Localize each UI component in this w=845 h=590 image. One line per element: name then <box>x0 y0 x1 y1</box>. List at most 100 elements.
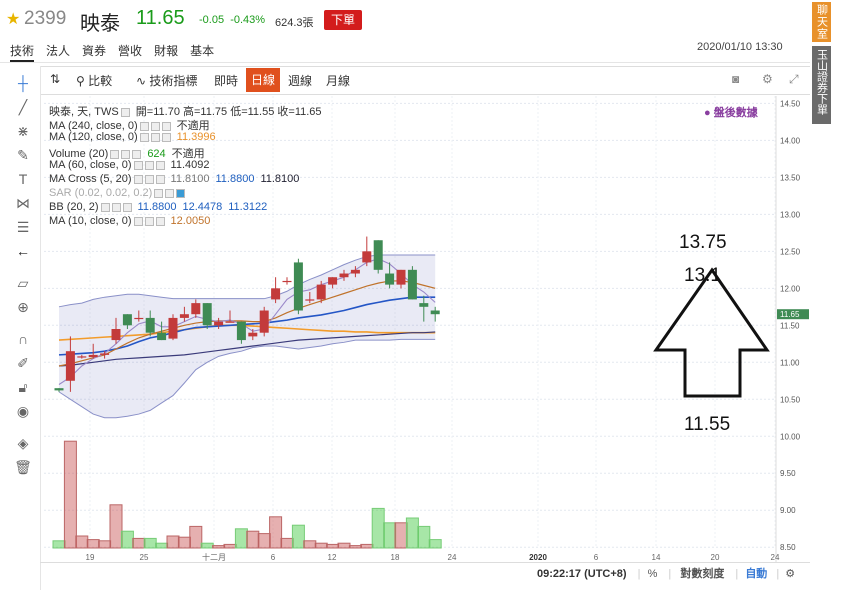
x-tick-label: 6 <box>594 553 599 562</box>
x-tick-label: 14 <box>652 553 661 562</box>
legend-ma240: MA (240, close, 0) 不適用 <box>49 120 210 132</box>
price-chart[interactable]: 14.50 14.00 13.50 13.00 12.50 12.00 11.50 11.00… <box>44 96 810 562</box>
layers-icon[interactable]: ◈ <box>17 435 29 451</box>
ruler-icon[interactable]: ▱ <box>17 275 29 291</box>
esun-order-button[interactable]: 玉山證券下單 <box>812 46 831 124</box>
volume-text: 624.3張 <box>275 17 314 29</box>
candle-body <box>168 317 178 339</box>
favorite-star-icon[interactable]: ★ <box>6 11 21 28</box>
y-tick-label: 9.50 <box>780 469 796 478</box>
zoom-in-icon[interactable]: ⊕ <box>17 299 29 315</box>
candle-body <box>350 269 360 274</box>
datetime: 2020/01/10 13:30 <box>697 41 783 53</box>
order-button[interactable]: 下單 <box>324 10 362 30</box>
candle-body <box>191 303 201 315</box>
settings-small-icon[interactable]: ⚙ <box>785 568 796 580</box>
crosshair-icon[interactable]: ┼ <box>18 75 28 91</box>
legend-volume: Volume (20) 624 不適用 <box>49 148 205 160</box>
auto-scale-toggle[interactable]: 自動 <box>745 568 768 580</box>
candle-body <box>157 332 167 341</box>
volume-bar <box>383 522 397 549</box>
tab-institutional[interactable]: 法人 <box>46 44 71 58</box>
pencil-lock-icon[interactable]: ✐ <box>17 355 29 371</box>
candle-body <box>328 277 338 285</box>
pattern-icon[interactable]: ⋈ <box>16 195 30 211</box>
tab-revenue[interactable]: 營收 <box>118 44 143 58</box>
bb-upper-line <box>58 254 436 308</box>
arrow-left-icon[interactable]: ← <box>16 243 30 259</box>
volume-bar <box>75 535 89 549</box>
fib-icon[interactable]: ⋇ <box>17 123 29 139</box>
volume-bar <box>98 540 112 549</box>
x-tick-label: 18 <box>391 553 400 562</box>
compare-button[interactable]: ⚲ 比較 <box>76 74 113 88</box>
chat-room-button[interactable]: 聊天室 <box>812 2 831 42</box>
y-tick-label: 13.00 <box>780 210 801 219</box>
ma120-line <box>58 324 436 341</box>
tab-technical[interactable]: 技術 <box>10 42 35 62</box>
y-axis: 14.50 14.00 13.50 13.00 12.50 12.00 11.50 11.00… <box>775 96 810 562</box>
stock-name: 映泰 <box>80 11 120 35</box>
volume-bar <box>371 507 385 549</box>
fullscreen-icon[interactable]: ⤢ <box>789 72 799 86</box>
lock-icon[interactable]: 🔓︎ <box>18 379 28 395</box>
candle-body <box>77 356 87 358</box>
candle-body <box>134 317 144 320</box>
volume-bar <box>337 542 351 549</box>
interval-month[interactable]: 月線 <box>326 74 351 88</box>
y-tick-label: 12.00 <box>780 284 801 293</box>
trash-icon[interactable]: 🗑︎ <box>14 459 32 475</box>
indicators-button[interactable]: ∿ 技術指標 <box>136 74 198 88</box>
y-tick-label: 12.50 <box>780 247 801 256</box>
last-price-tag-label: 11.65 <box>780 310 800 319</box>
bottom-bar: 09:22:17 (UTC+8) | % | 對數刻度 | 自動 | ⚙ <box>537 568 796 580</box>
candle-body <box>88 354 98 358</box>
candle-body <box>373 240 383 270</box>
tab-margin[interactable]: 資券 <box>82 44 107 58</box>
text-icon[interactable]: T <box>18 171 28 187</box>
interval-intraday[interactable]: 即時 <box>214 74 239 88</box>
candle-body <box>305 299 315 301</box>
candle-body <box>407 269 417 300</box>
x-tick-label: 20 <box>711 553 720 562</box>
candle-body <box>214 321 224 326</box>
legend-ma120: MA (120, close, 0) 11.3996 <box>49 131 216 143</box>
tab-basic[interactable]: 基本 <box>190 44 215 58</box>
measure-icon[interactable]: ☰ <box>16 219 30 235</box>
clock: 09:22:17 (UTC+8) <box>537 568 627 580</box>
trendline-icon[interactable]: ╱ <box>18 99 28 115</box>
ma-lines <box>58 254 436 419</box>
bollinger-fill <box>59 255 436 418</box>
annotation-bottom: 11.55 <box>684 414 731 435</box>
eye-icon[interactable]: ◉ <box>16 403 30 419</box>
ma60-line <box>58 331 436 367</box>
legend-macross: MA Cross (5, 20) 11.8100 11.8800 11.8100 <box>49 173 300 185</box>
x-tick-label: 6 <box>271 553 276 562</box>
volume-bar <box>212 545 226 549</box>
volume-bar <box>360 543 374 549</box>
interval-day[interactable]: 日線 <box>246 68 281 92</box>
y-tick-label: 11.00 <box>780 358 800 367</box>
volume-bar <box>200 542 214 549</box>
log-scale-toggle[interactable]: 對數刻度 <box>680 568 725 580</box>
x-tick-label: 19 <box>86 553 95 562</box>
indicator-icon: ∿ <box>136 74 147 88</box>
after-hours-label[interactable]: ● 盤後數據 <box>704 107 758 119</box>
brush-icon[interactable]: ✎ <box>17 147 29 163</box>
gear-icon[interactable]: ⚙ <box>762 72 773 86</box>
volume-bar <box>177 536 191 549</box>
interval-week[interactable]: 週線 <box>288 74 313 88</box>
drawing-toolbar: ┼ ╱ ⋇ ✎ T ⋈ ☰ ← ▱ ⊕ ∩ ✐ 🔓︎ ◉ ◈ 🗑︎ <box>0 66 41 590</box>
candle-body <box>236 321 246 341</box>
camera-icon[interactable]: ◙ <box>732 72 740 86</box>
stock-code: 2399 <box>24 8 67 29</box>
x-tick-label: 2020 <box>529 553 547 562</box>
volume-bar <box>234 528 248 549</box>
candle-body <box>179 314 189 318</box>
main-tabs: 技術 法人 資券 營收 財報 基本 <box>10 42 226 62</box>
magnet-icon[interactable]: ∩ <box>17 331 29 347</box>
candle-type-icon[interactable]: ⇅ <box>50 72 61 86</box>
volume-bars <box>52 440 442 549</box>
percent-toggle[interactable]: % <box>647 568 658 580</box>
tab-financials[interactable]: 財報 <box>154 44 179 58</box>
